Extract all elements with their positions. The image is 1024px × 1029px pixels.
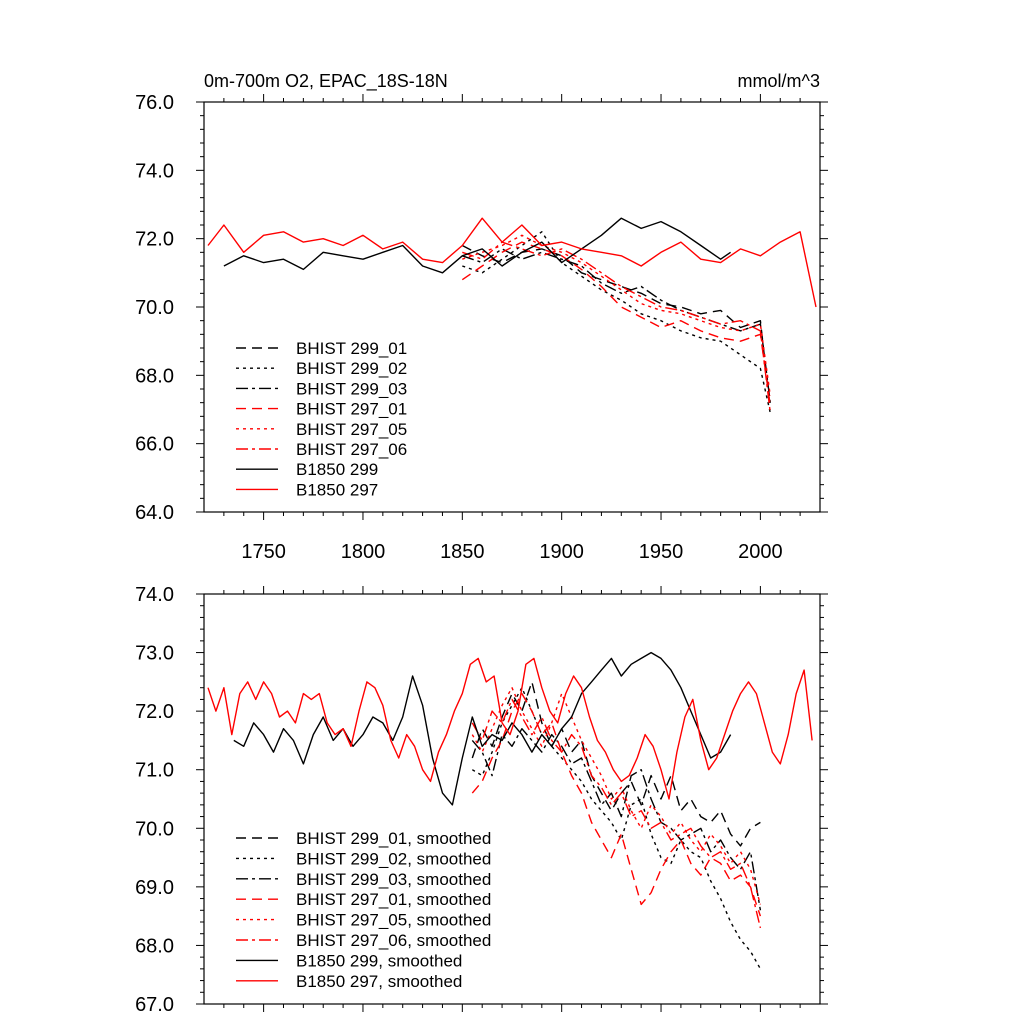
- series-line-bottom-6: [233, 651, 732, 806]
- legend-label: B1850 299: [296, 460, 378, 479]
- chart-title: 0m-700m O2, EPAC_18S-18N: [204, 71, 448, 92]
- series-line-top-6: [223, 217, 731, 274]
- legend-label: BHIST 299_03: [296, 379, 407, 398]
- legend-label: BHIST 297_06, smoothed: [296, 931, 491, 950]
- y-tick-label: 74.0: [135, 584, 174, 606]
- top-series-layer: [207, 217, 817, 414]
- series-line-bottom-5: [471, 698, 762, 929]
- series-line-top-3: [461, 241, 771, 407]
- legend-label: BHIST 297_06: [296, 440, 407, 459]
- series-line-bottom-1: [471, 687, 762, 970]
- y-tick-label: 72.0: [135, 701, 174, 723]
- y-tick-label: 68.0: [135, 935, 174, 957]
- y-tick-label: 64.0: [135, 502, 174, 524]
- bottom-series-layer: [207, 651, 813, 970]
- top-ticks: 1750 1800 1850 1900 1950 2000 64.0 66.0 68.0 70.0…: [135, 92, 828, 563]
- series-line-top-1: [462, 231, 771, 414]
- x-tick-label: 1900: [539, 541, 584, 563]
- y-tick-label: 66.0: [135, 434, 174, 456]
- legend-label: B1850 297, smoothed: [296, 972, 462, 991]
- legend-label: BHIST 297_05: [296, 420, 407, 439]
- y-tick-label: 68.0: [135, 365, 174, 387]
- y-tick-label: 74.0: [135, 160, 174, 182]
- y-tick-label: 72.0: [135, 229, 174, 251]
- series-line-bottom-7: [207, 657, 813, 800]
- series-line-top-0: [461, 244, 771, 410]
- y-tick-label: 76.0: [135, 92, 174, 114]
- legend-label: BHIST 297_05, smoothed: [296, 911, 491, 930]
- legend-label: BHIST 297_01: [296, 400, 407, 419]
- legend-label: B1850 297: [296, 480, 378, 499]
- legend-label: BHIST 297_01, smoothed: [296, 890, 491, 909]
- y-tick-label: 73.0: [135, 643, 174, 665]
- units-label: mmol/m^3: [738, 71, 820, 91]
- x-tick-label: 1800: [341, 541, 386, 563]
- x-tick-label: 1750: [241, 541, 286, 563]
- y-tick-label: 70.0: [135, 297, 174, 319]
- y-tick-label: 71.0: [135, 760, 174, 782]
- series-line-bottom-0: [471, 681, 761, 847]
- y-tick-label: 67.0: [135, 994, 174, 1016]
- series-line-top-5: [462, 241, 771, 413]
- series-line-top-7: [207, 217, 817, 308]
- x-tick-label: 1850: [440, 541, 485, 563]
- y-tick-label: 69.0: [135, 877, 174, 899]
- legend-label: BHIST 299_01, smoothed: [296, 829, 491, 848]
- series-line-top-4: [462, 234, 771, 396]
- legend-label: BHIST 299_03, smoothed: [296, 870, 491, 889]
- legend-label: BHIST 299_02, smoothed: [296, 849, 491, 868]
- y-tick-label: 70.0: [135, 818, 174, 840]
- bottom-ticks: 67.0 68.0 69.0 70.0 71.0 72.0 73.0 74.0: [135, 584, 828, 1016]
- x-tick-label: 2000: [738, 541, 783, 563]
- bottom-plot-frame: [203, 593, 821, 1005]
- bottom-panel: 67.0 68.0 69.0 70.0 71.0 72.0 73.0 74.0 BHIST 2…: [135, 584, 828, 1016]
- series-line-bottom-4: [471, 687, 762, 905]
- top-panel: 0m-700m O2, EPAC_18S-18N mmol/m^3 1750 18…: [135, 71, 828, 563]
- series-line-top-2: [462, 248, 771, 403]
- legend-label: BHIST 299_01: [296, 339, 407, 358]
- legend-label: B1850 299, smoothed: [296, 951, 462, 970]
- x-tick-label: 1950: [639, 541, 684, 563]
- legend-label: BHIST 299_02: [296, 359, 407, 378]
